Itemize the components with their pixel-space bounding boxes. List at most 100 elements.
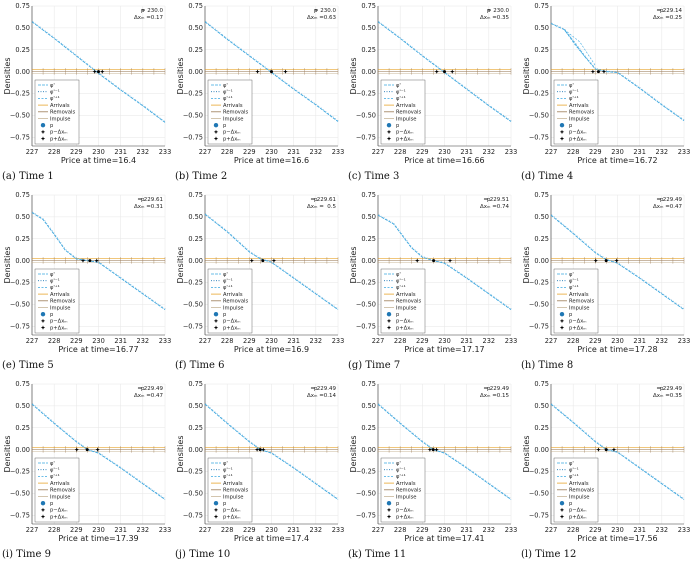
legend-label: Removals (396, 488, 421, 494)
legend-swatch (40, 123, 46, 128)
phi-plus-curve (564, 29, 596, 66)
legend-label: Impulse (223, 305, 244, 311)
x-tick-label: 230 (265, 526, 278, 534)
subfigure-caption: (f) Time 6 (175, 360, 225, 371)
legend-label: Arrivals (569, 103, 589, 109)
annotation-dx-value: 0.63 (324, 15, 337, 21)
p-plus-dx-marker (601, 69, 607, 74)
phi-curve (31, 21, 166, 123)
y-tick-label: 0.50 (534, 402, 549, 410)
annotation-dx-value: 0.15 (497, 393, 510, 399)
annotation-dx-value: 0.35 (670, 393, 683, 399)
p-marker (596, 70, 600, 74)
legend-label: Removals (50, 299, 75, 305)
legend-label: p+Δxₘ (223, 514, 241, 520)
p-minus-dx-marker (249, 258, 254, 263)
x-tick-label: 232 (310, 148, 323, 156)
legend-label: p (223, 312, 227, 318)
legend-swatch (559, 514, 565, 519)
annotation-dx-label: Δxₘ = (653, 204, 670, 210)
y-tick-label: 0.50 (534, 213, 549, 221)
legend-label: Impulse (569, 305, 590, 311)
annotation-p-value: = 229.14 (656, 8, 682, 14)
y-tick-label: 0.00 (188, 257, 203, 265)
legend-label: φ'⁺¹ (396, 474, 406, 480)
phi-curve (377, 214, 512, 310)
legend-label: φ' (396, 461, 401, 467)
legend-swatch (213, 123, 219, 128)
phi-minus-curve (205, 403, 339, 500)
y-tick-label: 0.00 (188, 446, 203, 454)
y-tick-label: −0.75 (529, 322, 549, 330)
y-tick-label: 0.00 (361, 257, 376, 265)
x-tick-label: 231 (114, 337, 127, 345)
annotation-dx-label: Δxₘ = (653, 15, 670, 21)
x-tick-label: 233 (159, 148, 172, 156)
x-tick-label: 227 (199, 526, 212, 534)
x-tick-label: 227 (545, 526, 558, 534)
p-marker (604, 448, 608, 452)
x-tick-label: 229 (589, 148, 602, 156)
subfigure-9: 227 228 229 230 231 232 233 0.75 0.50 0.25 0.00 −0.… (0, 378, 173, 567)
legend-label: Removals (396, 299, 421, 305)
legend-label: p (396, 312, 400, 318)
phi-minus-curve (205, 213, 339, 310)
legend: φ'φ'⁻¹φ'⁺¹ArrivalsRemovalsImpulsepp−Δxₘp… (553, 79, 599, 145)
legend-label: Impulse (50, 116, 71, 122)
legend: φ'φ'⁻¹φ'⁺¹ArrivalsRemovalsImpulsepp−Δxₘp… (380, 79, 426, 145)
legend-label: φ'⁺¹ (223, 474, 233, 480)
plot-10: 227 228 229 230 231 232 233 0.75 0.50 0.25 0.00 −0.… (176, 380, 344, 543)
legend-swatch (213, 507, 219, 513)
p-plus-dx-marker (611, 447, 617, 452)
y-tick-label: 0.00 (534, 68, 549, 76)
annotation-dx-value: 0.35 (497, 15, 510, 21)
legend-label: p+Δxₘ (396, 514, 414, 520)
legend-label: Removals (50, 110, 75, 116)
x-tick-label: 229 (589, 526, 602, 534)
y-tick-label: 0.25 (361, 46, 376, 54)
p-plus-dx-marker (447, 258, 453, 263)
x-tick-label: 230 (265, 148, 278, 156)
legend-swatch (40, 312, 46, 317)
legend: φ'φ'⁻¹φ'⁺¹ArrivalsRemovalsImpulsepp−Δxₘp… (207, 79, 253, 145)
x-axis-label: Price at time=16.6 (234, 156, 309, 165)
subfigure-caption: (c) Time 3 (348, 171, 400, 182)
x-axis-label: Price at time=17.17 (404, 345, 484, 354)
y-tick-label: 0.25 (15, 235, 30, 243)
p-marker (85, 448, 89, 452)
legend-label: φ' (50, 461, 55, 467)
x-tick-label: 231 (114, 148, 127, 156)
annotation-p-value: = 229.61 (310, 197, 336, 203)
legend-swatch (386, 136, 392, 141)
legend-label: Impulse (50, 494, 71, 500)
legend-label: φ'⁺¹ (223, 285, 233, 291)
y-tick-label: 0.25 (15, 424, 30, 432)
legend-label: φ'⁻¹ (396, 279, 406, 285)
annotation-p-value: = 229.49 (656, 197, 682, 203)
x-tick-label: 232 (137, 337, 150, 345)
y-tick-label: 0.00 (361, 446, 376, 454)
annotation-dx-value: 0.74 (497, 204, 510, 210)
legend-label: p (569, 123, 573, 129)
x-tick-label: 232 (310, 337, 323, 345)
subfigure-caption: (i) Time 9 (2, 549, 51, 560)
legend-label: φ' (50, 272, 55, 278)
y-tick-label: 0.75 (361, 191, 376, 199)
y-tick-label: −0.50 (10, 301, 30, 309)
y-tick-label: 0.25 (534, 424, 549, 432)
y-tick-label: −0.50 (529, 301, 549, 309)
y-tick-label: 0.50 (188, 402, 203, 410)
legend-label: Removals (396, 110, 421, 116)
y-tick-label: 0.25 (361, 424, 376, 432)
x-tick-label: 227 (545, 337, 558, 345)
y-tick-label: −0.50 (183, 301, 203, 309)
p-marker (431, 448, 435, 452)
legend-label: φ'⁺¹ (50, 96, 60, 102)
x-tick-label: 227 (199, 148, 212, 156)
legend-swatch (40, 129, 46, 135)
phi-curve (550, 214, 685, 310)
y-axis-label: Densities (522, 58, 531, 95)
legend-label: Arrivals (569, 481, 589, 487)
y-tick-label: −0.25 (356, 90, 376, 98)
y-tick-label: 0.75 (188, 380, 203, 388)
